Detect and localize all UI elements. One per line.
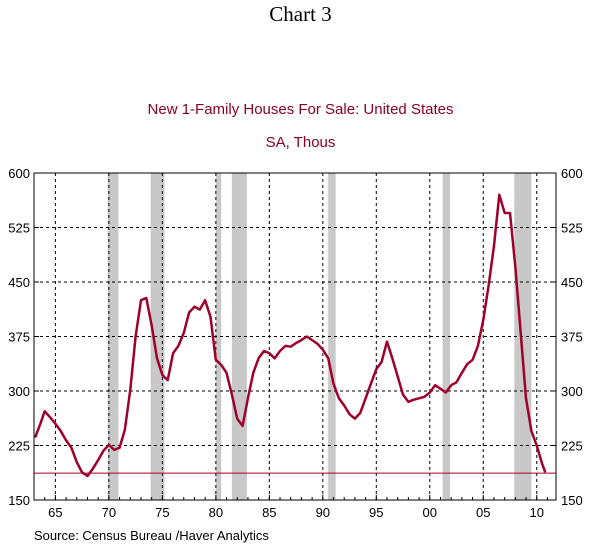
y-tick-label-right: 375 (561, 330, 583, 345)
y-tick-label-right: 450 (561, 275, 583, 290)
y-tick-label-right: 300 (561, 384, 583, 399)
y-tick-label-left: 150 (8, 493, 30, 508)
series-line-group (33, 193, 547, 478)
y-tick-label-left: 450 (8, 275, 30, 290)
x-tick-label: 75 (155, 505, 169, 520)
series-line-1 (33, 193, 547, 478)
x-tick-label: 65 (48, 505, 62, 520)
y-tick-label-left: 300 (8, 384, 30, 399)
y-tick-label-left: 375 (8, 330, 30, 345)
x-tick-label: 05 (476, 505, 490, 520)
x-tick-label: 70 (102, 505, 116, 520)
chart-title: New 1-Family Houses For Sale: United Sta… (147, 101, 454, 118)
chart-heading: Chart 3 (269, 2, 332, 26)
y-tick-label-left: 600 (8, 166, 30, 181)
recession-band-3 (215, 173, 222, 500)
y-tick-label-right: 150 (561, 493, 583, 508)
recession-band-6 (442, 173, 451, 500)
y-tick-label-left: 525 (8, 221, 30, 236)
x-tick-label: 90 (316, 505, 330, 520)
gridlines (34, 173, 556, 500)
y-tick-label-right: 525 (561, 221, 583, 236)
y-tick-label-right: 600 (561, 166, 583, 181)
x-tick-label: 00 (423, 505, 437, 520)
x-tick-label: 95 (369, 505, 383, 520)
x-tick-label: 80 (209, 505, 223, 520)
y-tick-label-left: 225 (8, 439, 30, 454)
x-tick-label: 10 (530, 505, 544, 520)
x-tick-label: 85 (262, 505, 276, 520)
chart-subtitle: SA, Thous (265, 134, 336, 151)
recession-band-5 (328, 173, 336, 500)
axes: 600 600 525 525 450 450 375 375 300 300 225 225 150 1… (8, 166, 582, 520)
recession-band-2 (150, 173, 165, 500)
y-tick-label-right: 225 (561, 439, 583, 454)
source-note: Source: Census Bureau /Haver Analytics (34, 528, 269, 543)
